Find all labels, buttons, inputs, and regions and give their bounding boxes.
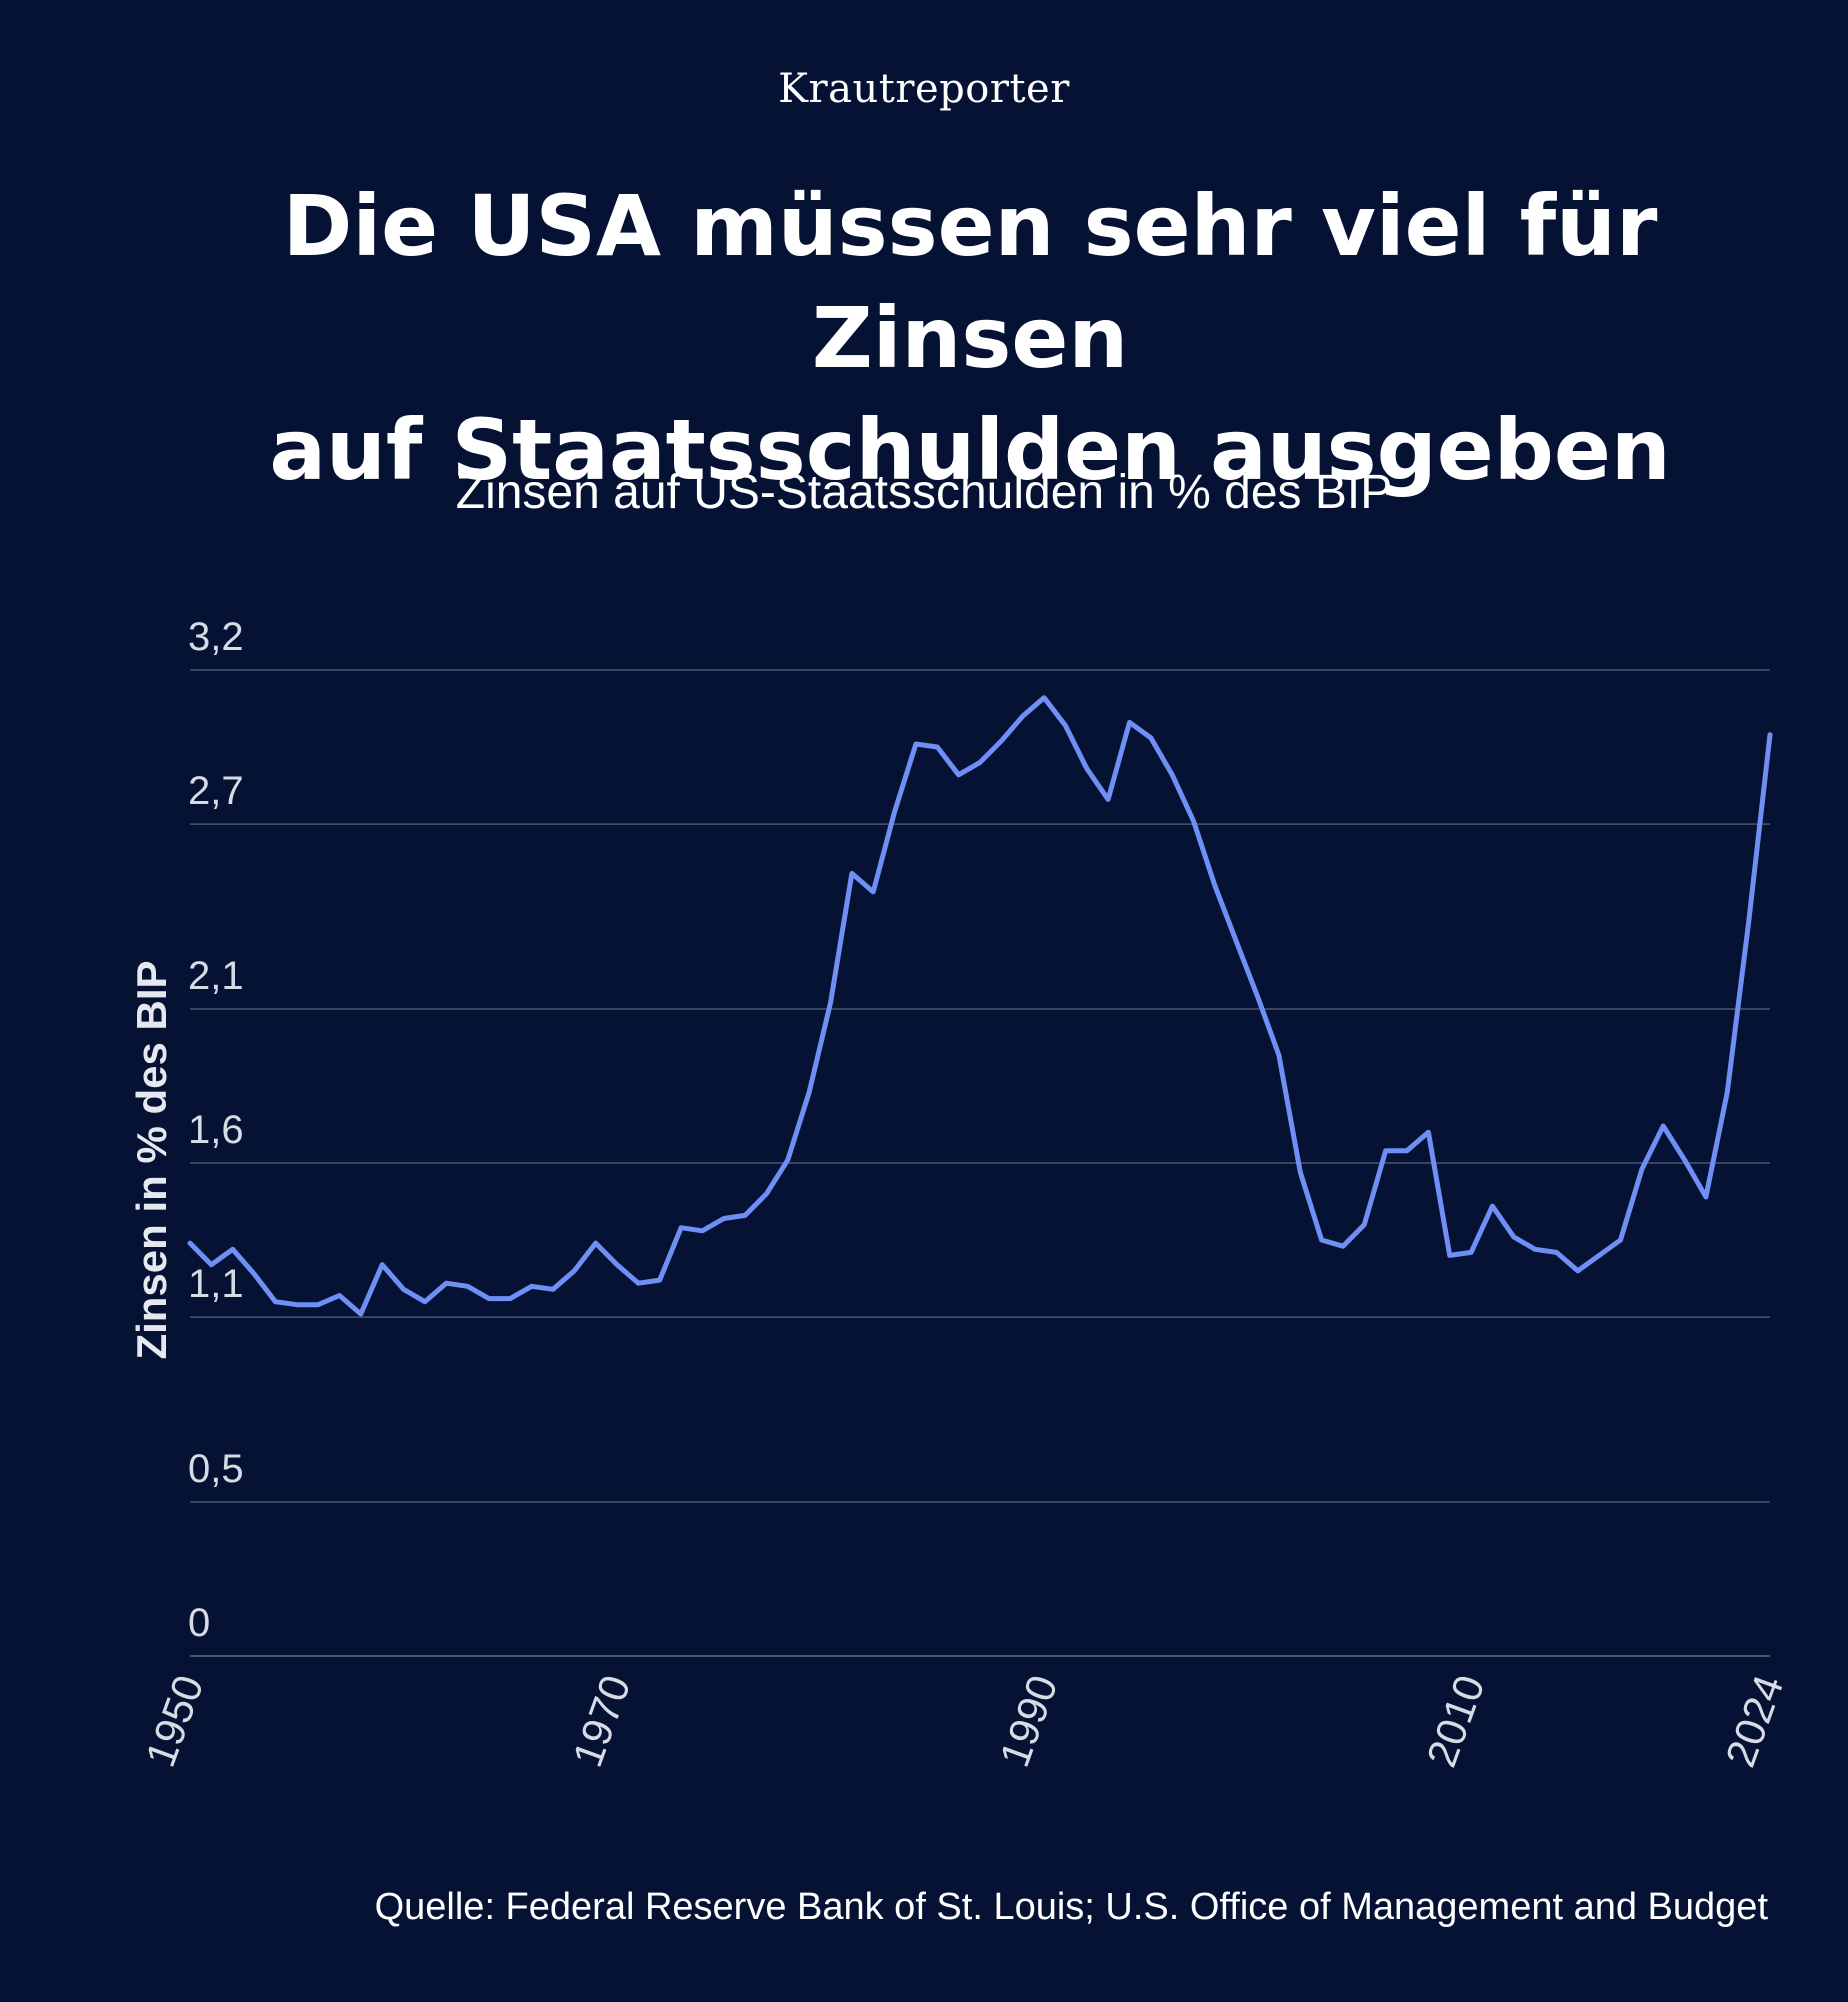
series-layer — [187, 695, 1773, 1317]
y-tick-label: 0 — [188, 1601, 210, 1645]
y-tick-label: 1,6 — [188, 1108, 244, 1152]
x-tick-label: 1970 — [563, 1669, 639, 1773]
y-tick-label: 2,7 — [188, 769, 244, 813]
x-axis-ticks: 1950 1970 1990 2010 2024 — [136, 1669, 1792, 1773]
x-tick-label: 1950 — [136, 1669, 212, 1773]
y-tick-label: 2,1 — [188, 954, 244, 998]
brand-logo: Krautreporter — [778, 66, 1070, 112]
x-tick-label: 2024 — [1716, 1669, 1792, 1773]
x-tick-label: 2010 — [1417, 1669, 1493, 1773]
y-tick-label: 1,1 — [188, 1262, 244, 1306]
chart-title-line-2: auf Staatsschulden ausgeben — [269, 401, 1671, 499]
chart-title-line-1: Die USA müssen sehr viel für Zinsen — [282, 177, 1658, 387]
y-axis-label: Zinsen in % des BIP — [128, 960, 175, 1359]
y-tick-label: 3,2 — [188, 615, 244, 659]
series-line — [187, 695, 1773, 1317]
x-tick-label: 1990 — [990, 1669, 1066, 1773]
gridlines — [190, 669, 1770, 1657]
y-axis-ticks: 0 0,5 1,1 1,6 2,1 2,7 3,2 — [188, 615, 244, 1645]
y-tick-label: 0,5 — [188, 1447, 244, 1491]
chart-subtitle: Zinsen auf US-Staatsschulden in % des BI… — [455, 466, 1393, 519]
source-note: Quelle: Federal Reserve Bank of St. Loui… — [374, 1886, 1768, 1928]
chart-title: Die USA müssen sehr viel für Zinsen auf … — [160, 170, 1780, 506]
